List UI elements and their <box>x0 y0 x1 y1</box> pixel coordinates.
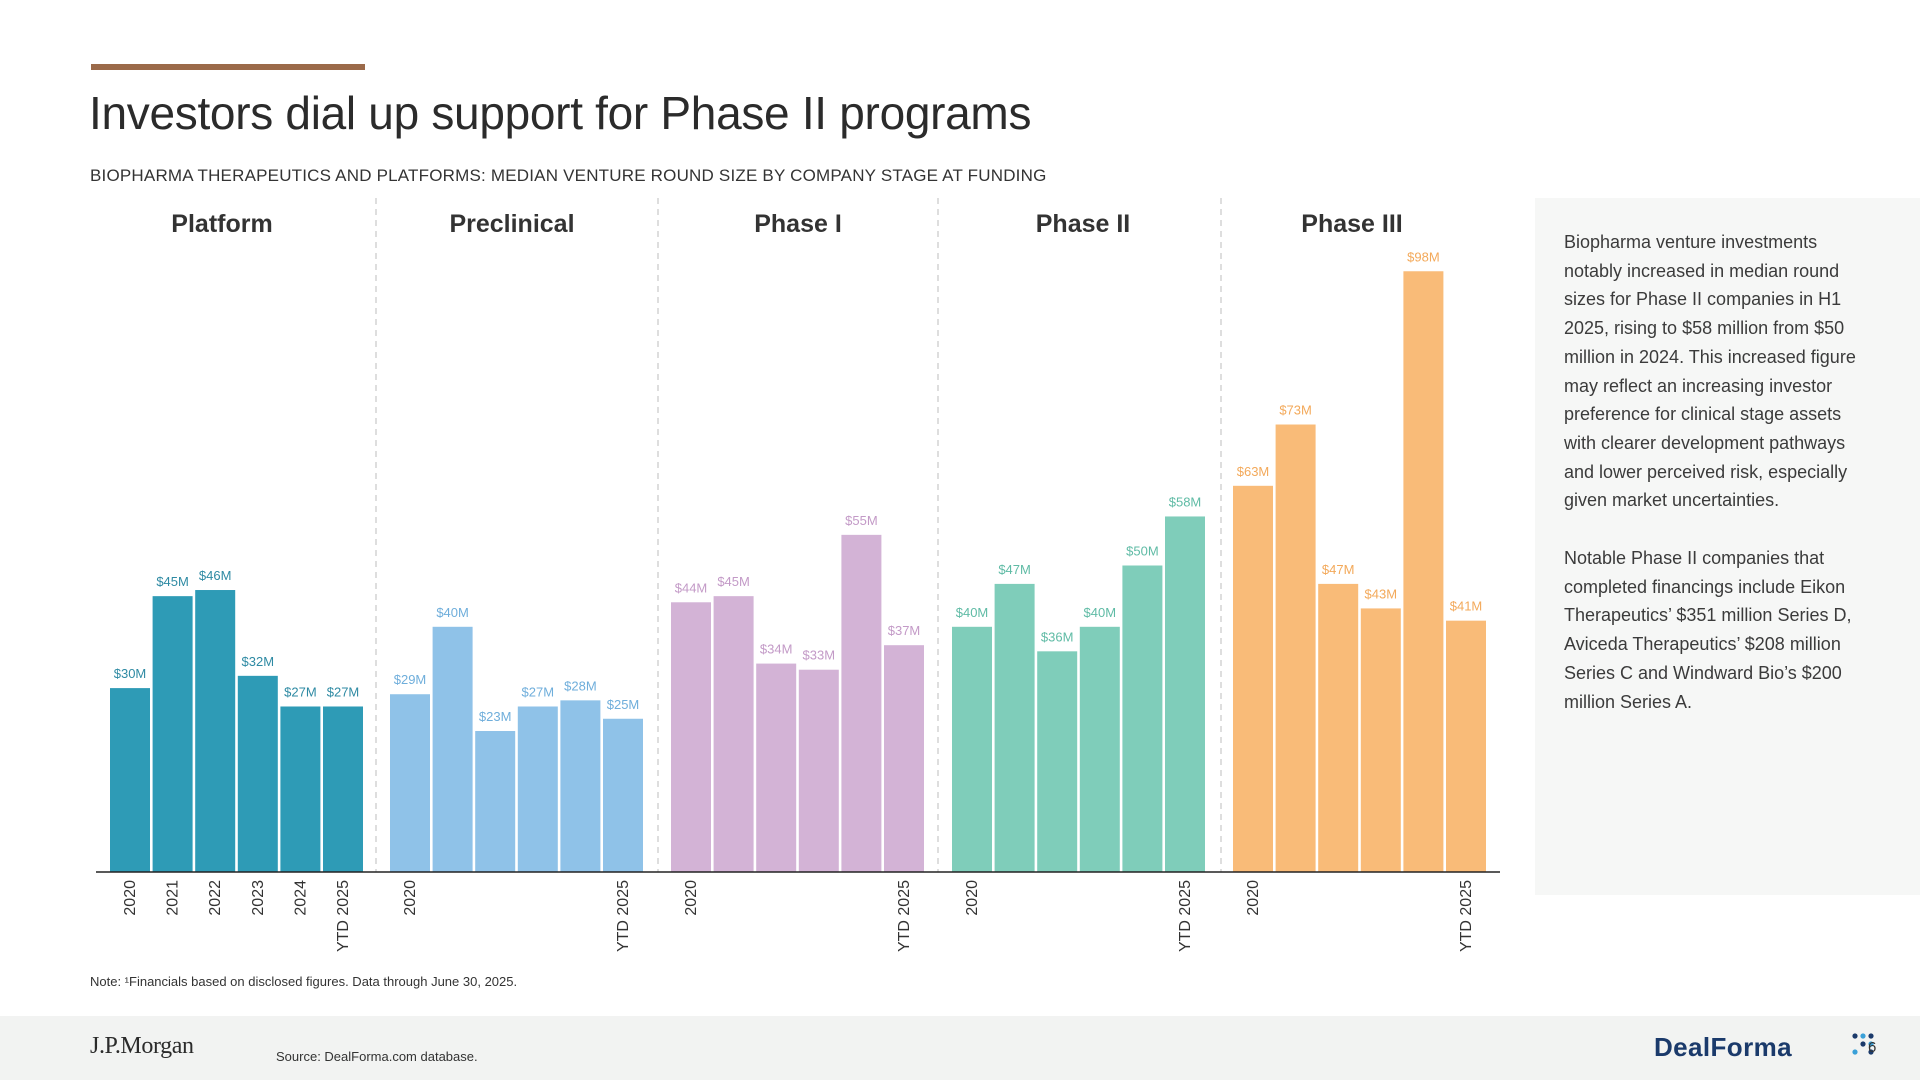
bar-phase-iii <box>1318 583 1359 872</box>
title-accent-bar <box>91 64 365 70</box>
x-tick-label: YTD 2025 <box>896 880 913 952</box>
group-header-phase-iii: Phase III <box>1301 210 1402 238</box>
x-tick-label: 2020 <box>964 880 981 916</box>
chart-subtitle: BIOPHARMA THERAPEUTICS AND PLATFORMS: ME… <box>90 166 1047 185</box>
bar-value-label: $55M <box>845 513 878 528</box>
bar-phase-i <box>884 645 924 872</box>
source-note: Source: DealForma.com database. <box>276 1049 478 1064</box>
commentary-paragraph-2: Notable Phase II companies that complete… <box>1564 548 1852 712</box>
commentary-paragraph-1: Biopharma venture investments notably in… <box>1564 232 1856 511</box>
bar-preclinical <box>603 718 643 872</box>
bar-phase-ii <box>1165 516 1205 872</box>
bar-value-label: $45M <box>156 574 189 589</box>
bar-phase-i <box>798 669 839 872</box>
bar-value-label: $29M <box>394 672 427 687</box>
bar-value-label: $41M <box>1450 599 1483 614</box>
bar-value-label: $40M <box>1084 605 1117 620</box>
bar-value-label: $40M <box>956 605 989 620</box>
bar-phase-i <box>756 663 797 872</box>
bar-value-label: $27M <box>327 684 360 699</box>
bar-preclinical <box>390 694 430 872</box>
commentary-panel: Biopharma venture investments notably in… <box>1535 198 1920 895</box>
bar-value-label: $27M <box>522 684 555 699</box>
bar-value-label: $43M <box>1365 586 1398 601</box>
bar-platform <box>323 706 363 872</box>
dealforma-dots-icon <box>1852 1033 1874 1055</box>
bar-value-label: $40M <box>436 605 469 620</box>
x-tick-label: YTD 2025 <box>1458 880 1475 952</box>
bar-value-label: $37M <box>888 623 921 638</box>
bar-preclinical <box>560 700 601 872</box>
bar-platform <box>280 706 321 872</box>
x-tick-label: 2022 <box>207 880 224 916</box>
footnote: Note: ¹Financials based on disclosed fig… <box>90 974 518 989</box>
bar-phase-ii <box>994 583 1035 872</box>
dealforma-logo-text: DealForma <box>1654 1032 1792 1062</box>
bar-value-label: $46M <box>199 568 232 583</box>
bar-phase-i <box>713 596 754 872</box>
bar-phase-iii <box>1446 620 1486 872</box>
bar-value-label: $98M <box>1407 249 1440 264</box>
bar-value-label: $73M <box>1279 403 1312 418</box>
bar-value-label: $47M <box>1322 562 1355 577</box>
x-tick-label: 2024 <box>292 880 309 916</box>
bar-phase-i <box>841 534 882 872</box>
bar-platform <box>237 675 278 872</box>
bar-platform <box>110 688 150 872</box>
x-tick-label: YTD 2025 <box>1177 880 1194 952</box>
bar-phase-ii <box>1079 626 1120 872</box>
bar-value-label: $30M <box>114 666 147 681</box>
x-tick-label: 2020 <box>402 880 419 916</box>
bar-value-label: $50M <box>1126 544 1159 559</box>
group-header-platform: Platform <box>171 210 272 238</box>
bar-phase-iii <box>1360 608 1401 872</box>
bar-value-label: $34M <box>760 642 793 657</box>
bar-chart: Platform $30M 2020 $45M 2021 $46M 2022 $32M 2023… <box>96 198 1500 952</box>
bar-phase-ii <box>1122 565 1163 872</box>
group-header-phase-ii: Phase II <box>1036 210 1131 238</box>
bar-platform <box>195 590 236 872</box>
page-number: 6 <box>1868 1039 1877 1056</box>
x-tick-label: 2020 <box>1245 880 1262 916</box>
bar-value-label: $45M <box>717 574 750 589</box>
x-tick-label: 2020 <box>122 880 139 916</box>
bar-value-label: $63M <box>1237 464 1270 479</box>
bar-preclinical <box>517 706 558 872</box>
bar-value-label: $58M <box>1169 494 1202 509</box>
x-tick-label: YTD 2025 <box>615 880 632 952</box>
bar-value-label: $36M <box>1041 629 1074 644</box>
bar-value-label: $27M <box>284 684 317 699</box>
bar-phase-i <box>671 602 711 872</box>
bar-value-label: $23M <box>479 709 512 724</box>
bar-value-label: $47M <box>998 562 1031 577</box>
bar-phase-ii <box>1037 651 1078 872</box>
x-tick-label: 2021 <box>165 880 182 916</box>
jpmorgan-logo: J.P.Morgan <box>90 1033 194 1059</box>
bar-phase-ii <box>952 626 992 872</box>
bar-value-label: $32M <box>242 654 275 669</box>
bar-platform <box>152 596 193 872</box>
bar-preclinical <box>475 731 516 872</box>
dealforma-logo: DealForma <box>1654 1032 1874 1066</box>
group-header-phase-i: Phase I <box>754 210 842 238</box>
x-tick-label: YTD 2025 <box>335 880 352 952</box>
x-tick-label: 2020 <box>683 880 700 916</box>
bar-value-label: $33M <box>803 648 836 663</box>
bar-phase-iii <box>1233 485 1273 872</box>
group-header-preclinical: Preclinical <box>449 210 574 238</box>
bar-value-label: $28M <box>564 678 597 693</box>
bar-value-label: $44M <box>675 580 708 595</box>
bar-preclinical <box>432 626 473 872</box>
bar-phase-iii <box>1275 424 1316 872</box>
bar-value-label: $25M <box>607 697 640 712</box>
bar-phase-iii <box>1403 271 1444 872</box>
page-title: Investors dial up support for Phase II p… <box>89 87 1032 139</box>
x-tick-label: 2023 <box>250 880 267 916</box>
footer-bar: J.P.Morgan Source: DealForma.com databas… <box>0 1016 1920 1080</box>
